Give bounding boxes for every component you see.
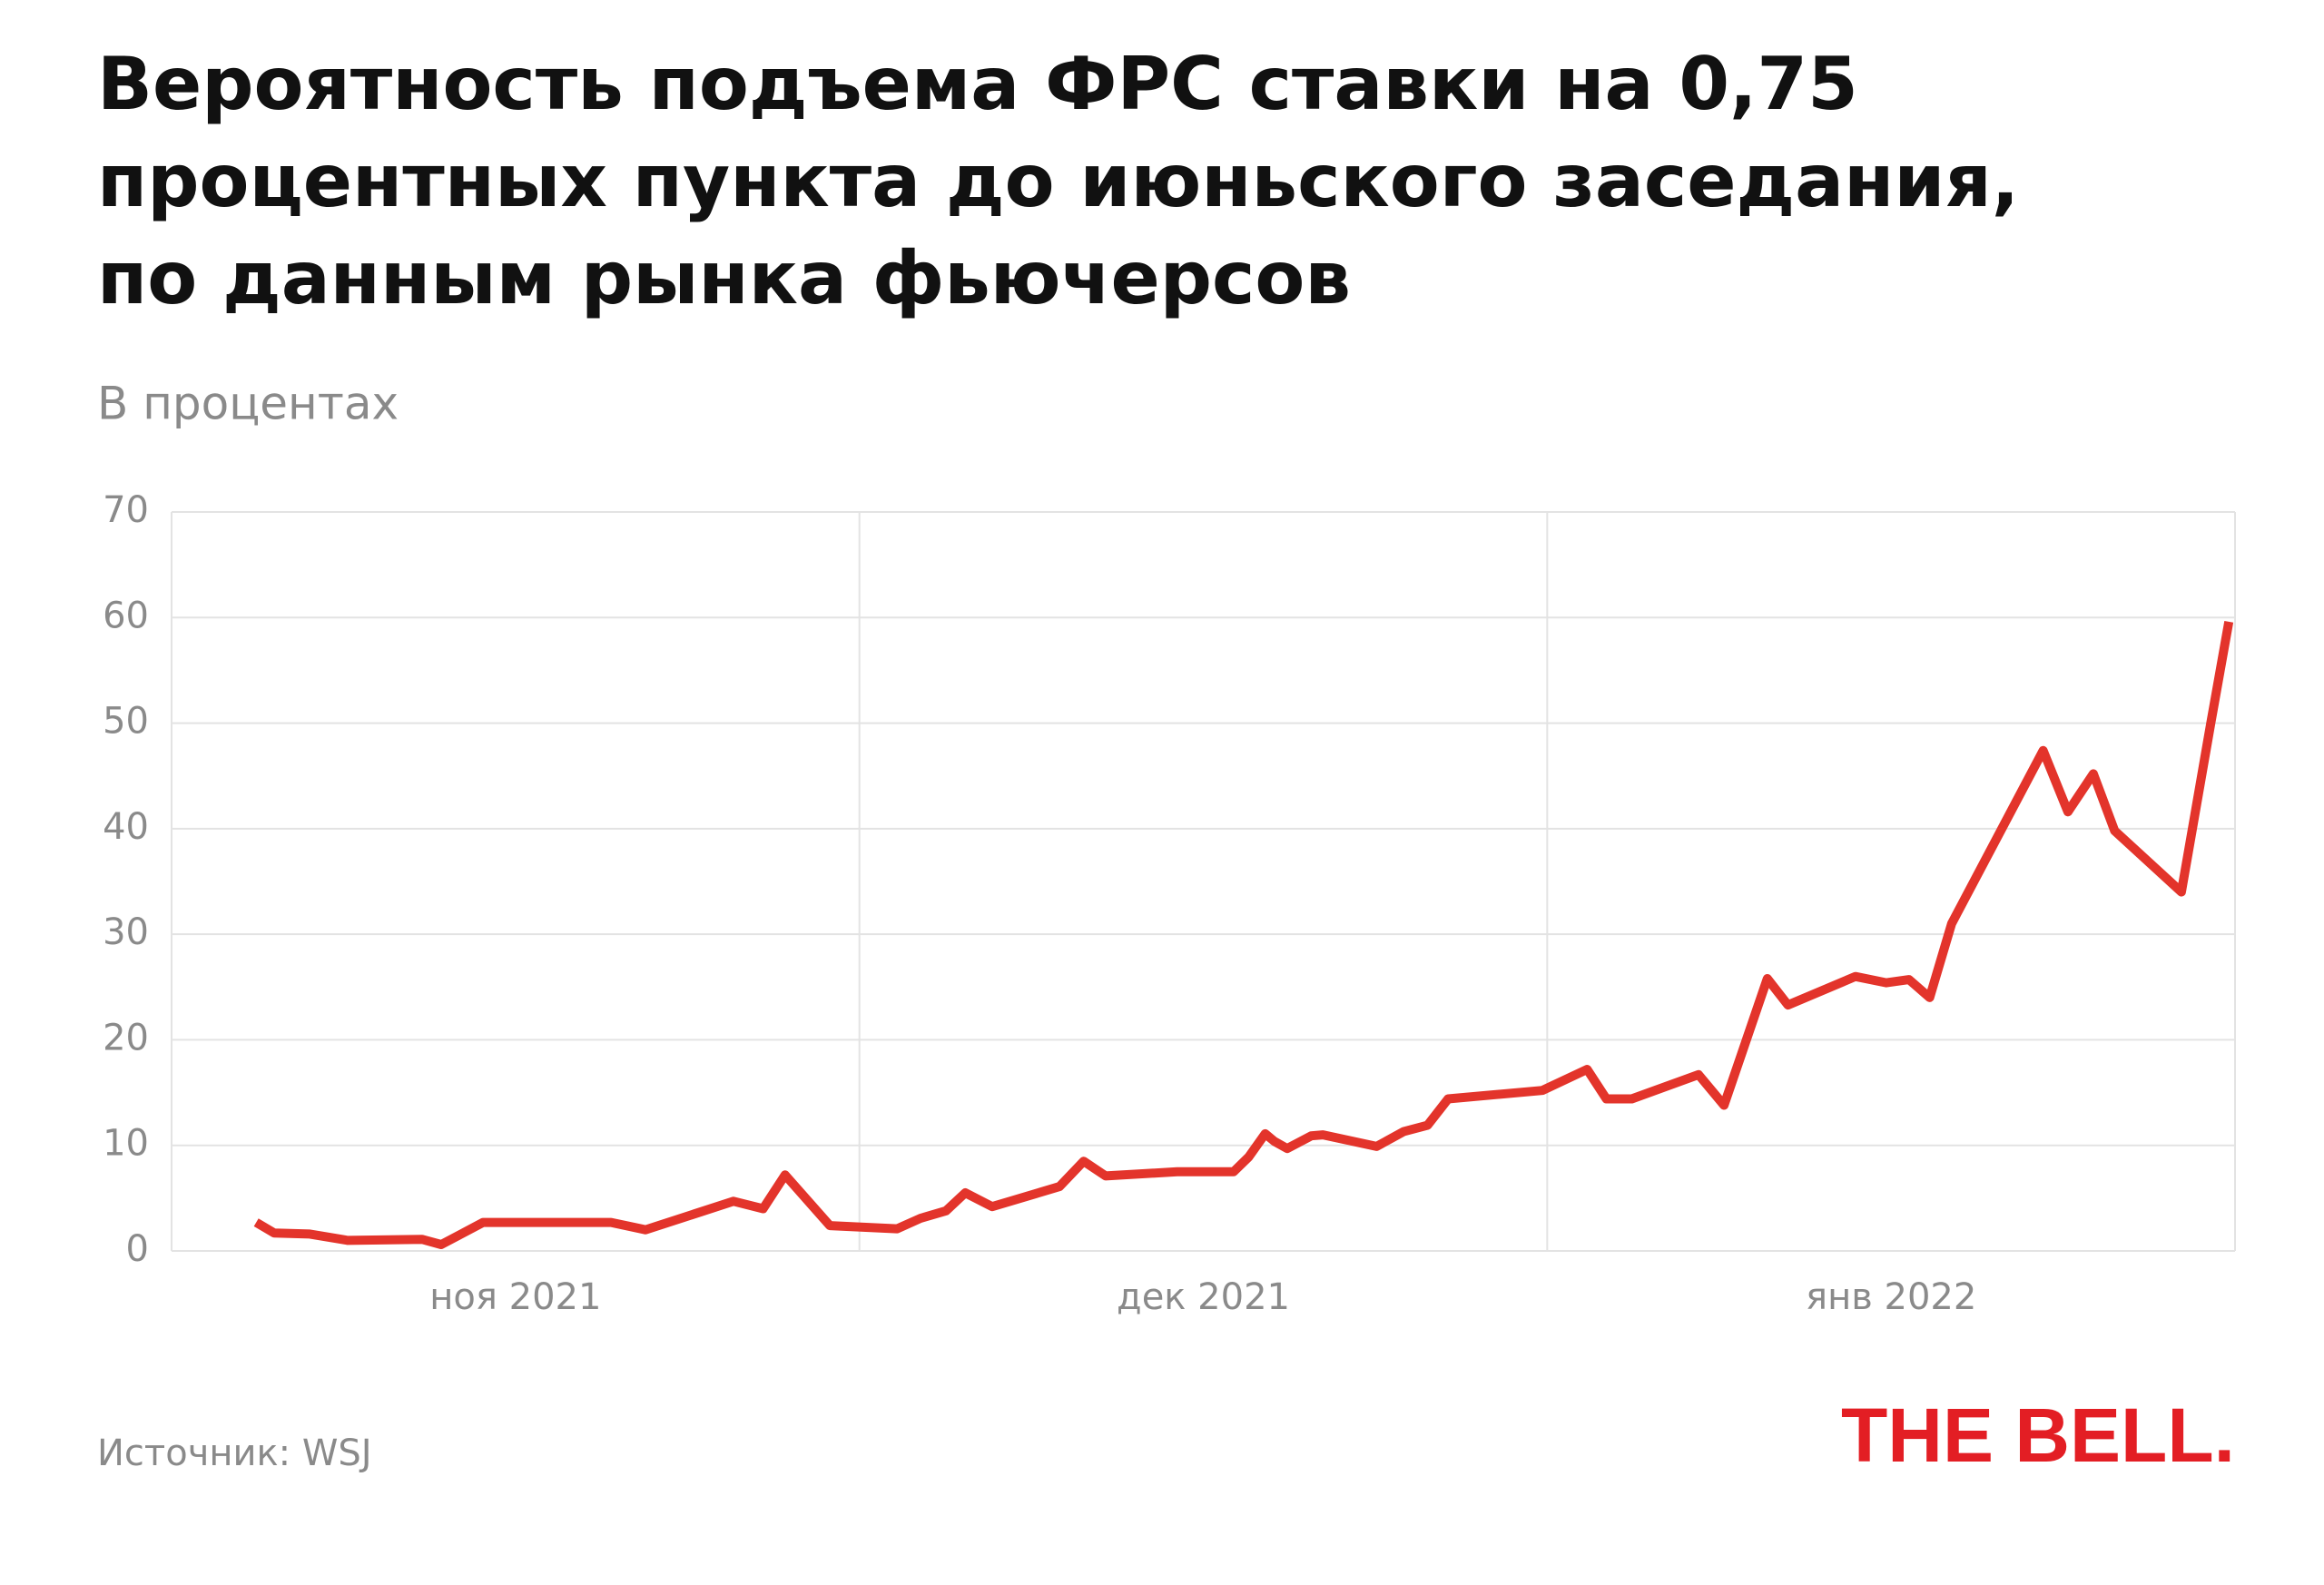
chart-title: процентных пункта до июньского заседания… — [97, 139, 2019, 223]
y-tick-label: 20 — [103, 1017, 149, 1058]
y-tick-label: 10 — [103, 1123, 149, 1165]
x-tick-label: дек 2021 — [1117, 1276, 1290, 1318]
y-tick-label: 40 — [103, 806, 149, 848]
source: Источник: WSJ — [97, 1432, 372, 1474]
y-tick-label: 60 — [103, 595, 149, 636]
x-tick-label: янв 2022 — [1806, 1276, 1976, 1318]
line — [253, 621, 2234, 1249]
y-tick-label: 30 — [103, 911, 149, 953]
chart-title: Вероятность подъема ФРС ставки на 0,75 — [97, 42, 1858, 126]
x-tick-label: ноя 2021 — [429, 1276, 601, 1318]
logo: THE BELL. — [1841, 1393, 2235, 1478]
chart-title: по данным рынка фьючерсов — [97, 236, 1351, 320]
y-tick-label: 70 — [103, 489, 149, 531]
y-tick-label: 50 — [103, 701, 149, 743]
chart-subtitle: В процентах — [97, 378, 399, 430]
y-tick-label: 0 — [126, 1228, 149, 1270]
